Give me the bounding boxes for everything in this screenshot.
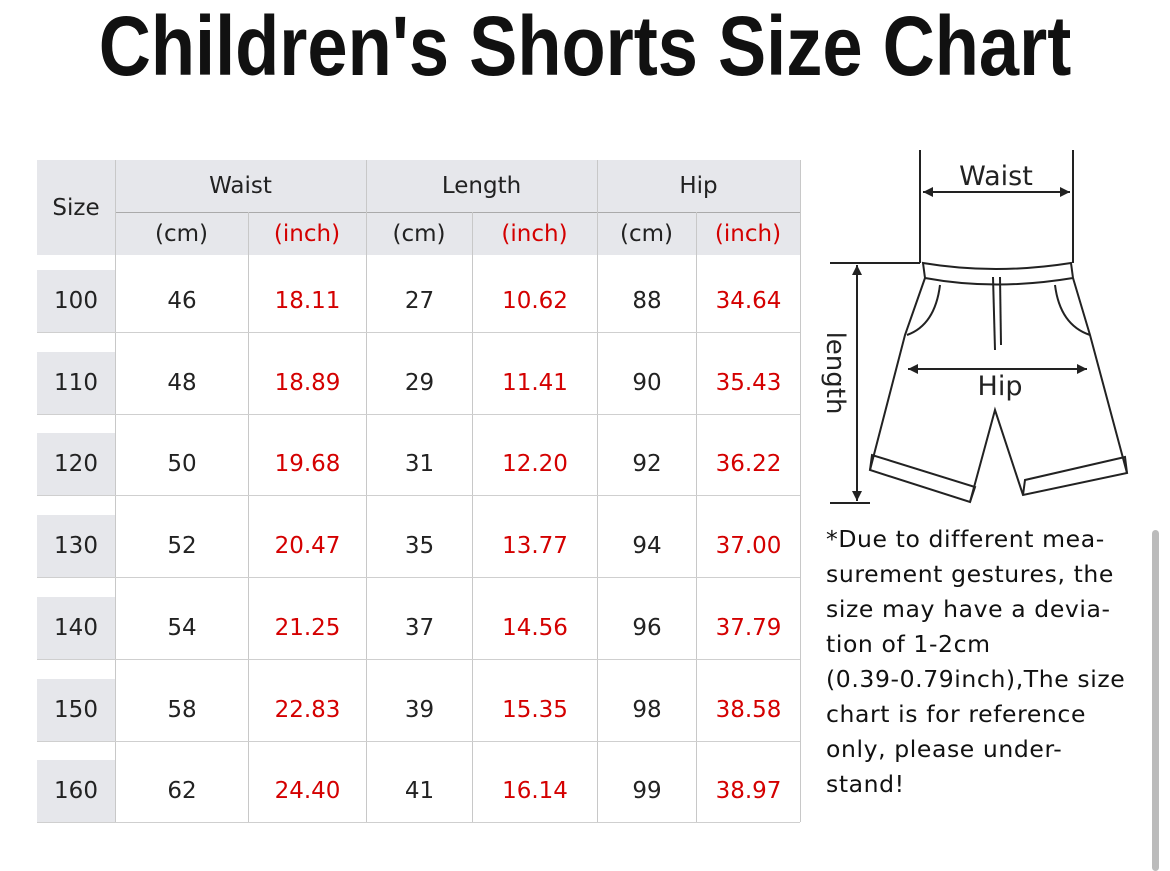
- value-cell: 22.83: [274, 696, 341, 723]
- value-cell: 12.20: [502, 451, 568, 478]
- column-rule: [696, 212, 697, 822]
- value-cell: 98: [632, 696, 662, 723]
- unit-header: (inch): [472, 212, 597, 255]
- value-cell: 36.22: [715, 451, 782, 478]
- note-line: (0.39-0.79inch),The size: [826, 665, 1126, 693]
- value-cell: 99: [632, 778, 662, 805]
- note: *Due to different mea-surement gestures,…: [826, 522, 1125, 802]
- hip-label: Hip: [978, 371, 1023, 402]
- value-cell: 37.79: [715, 614, 782, 641]
- value-cell: 94: [632, 533, 662, 560]
- value-cell: 14.56: [502, 614, 568, 641]
- arrowheads: [852, 187, 1087, 501]
- size-cell: 100: [37, 270, 115, 332]
- size-header: Size: [37, 160, 115, 255]
- column-rule: [115, 160, 116, 822]
- value-cell: 46: [167, 288, 197, 314]
- shorts-diagram: Waist Hip length: [820, 150, 1129, 504]
- value-cell: 38.58: [715, 696, 782, 723]
- value-cell: 96: [632, 614, 662, 641]
- value-cell: 18.11: [274, 288, 341, 314]
- value-cell: 52: [167, 533, 197, 560]
- row-rule: [37, 577, 800, 579]
- size-cell: 120: [37, 433, 115, 496]
- column-rule: [800, 160, 801, 822]
- unit-header: (inch): [696, 212, 800, 255]
- value-cell: 92: [632, 451, 662, 478]
- value-cell: 21.25: [274, 614, 341, 641]
- row-rule: [37, 740, 800, 742]
- note-line: size may have a devia-: [826, 595, 1111, 623]
- column-rule: [472, 212, 473, 822]
- group-header: Length: [366, 160, 597, 212]
- value-cell: 11.41: [502, 369, 568, 396]
- value-cell: 18.89: [274, 369, 341, 396]
- group-header: Hip: [597, 160, 800, 212]
- value-cell: 39: [404, 696, 435, 723]
- row-rule: [37, 822, 800, 824]
- value-cell: 58: [167, 696, 197, 723]
- size-cell: 140: [37, 596, 115, 659]
- value-cell: 37: [404, 614, 435, 641]
- value-cell: 35: [404, 533, 435, 560]
- shorts-outline: [830, 150, 1129, 504]
- value-cell: 37.00: [715, 533, 782, 560]
- value-cell: 16.14: [502, 778, 568, 805]
- unit-header: (cm): [366, 212, 472, 255]
- unit-header: (inch): [248, 212, 366, 255]
- group-header: Waist: [115, 160, 366, 212]
- header-rule: [115, 212, 800, 213]
- value-cell: 90: [632, 369, 662, 396]
- size-cell: 110: [37, 351, 115, 414]
- value-cell: 38.97: [715, 778, 782, 805]
- value-cell: 20.47: [274, 533, 341, 560]
- value-cell: 34.64: [715, 288, 782, 314]
- title: Children's Shorts Size Chart: [98, 0, 1072, 93]
- note-line: tion of 1-2cm: [826, 630, 991, 658]
- value-cell: 54: [167, 614, 197, 641]
- value-cell: 13.77: [502, 533, 568, 560]
- note-line: stand!: [826, 770, 905, 798]
- scrollbar: [1152, 530, 1159, 871]
- row-rule: [37, 332, 800, 333]
- size-cell: 150: [37, 678, 115, 741]
- unit-header: (cm): [597, 212, 696, 255]
- value-cell: 41: [404, 778, 435, 805]
- row-rule: [37, 658, 800, 660]
- value-cell: 50: [167, 451, 197, 478]
- value-cell: 10.62: [502, 288, 568, 314]
- note-line: only, please under-: [826, 735, 1063, 763]
- length-label: length: [820, 332, 850, 415]
- row-rule: [37, 495, 800, 497]
- value-cell: 35.43: [715, 369, 782, 396]
- value-cell: 29: [404, 369, 435, 396]
- column-rule: [597, 160, 598, 822]
- value-cell: 48: [167, 369, 197, 396]
- column-rule: [366, 160, 367, 822]
- value-cell: 24.40: [274, 778, 341, 805]
- column-rule: [248, 212, 249, 822]
- value-cell: 88: [632, 288, 662, 314]
- value-cell: 19.68: [274, 451, 341, 478]
- value-cell: 27: [404, 288, 435, 314]
- value-cell: 62: [167, 778, 197, 805]
- value-cell: 15.35: [502, 696, 568, 723]
- note-line: *Due to different mea-: [826, 525, 1105, 553]
- row-rule: [37, 413, 800, 415]
- value-cell: 31: [404, 451, 435, 478]
- unit-header: (cm): [115, 212, 248, 255]
- size-cell: 130: [37, 515, 115, 578]
- note-line: chart is for reference: [826, 700, 1086, 728]
- note-line: surement gestures, the: [826, 560, 1114, 588]
- waist-label: Waist: [959, 161, 1033, 192]
- size-cell: 160: [37, 760, 115, 823]
